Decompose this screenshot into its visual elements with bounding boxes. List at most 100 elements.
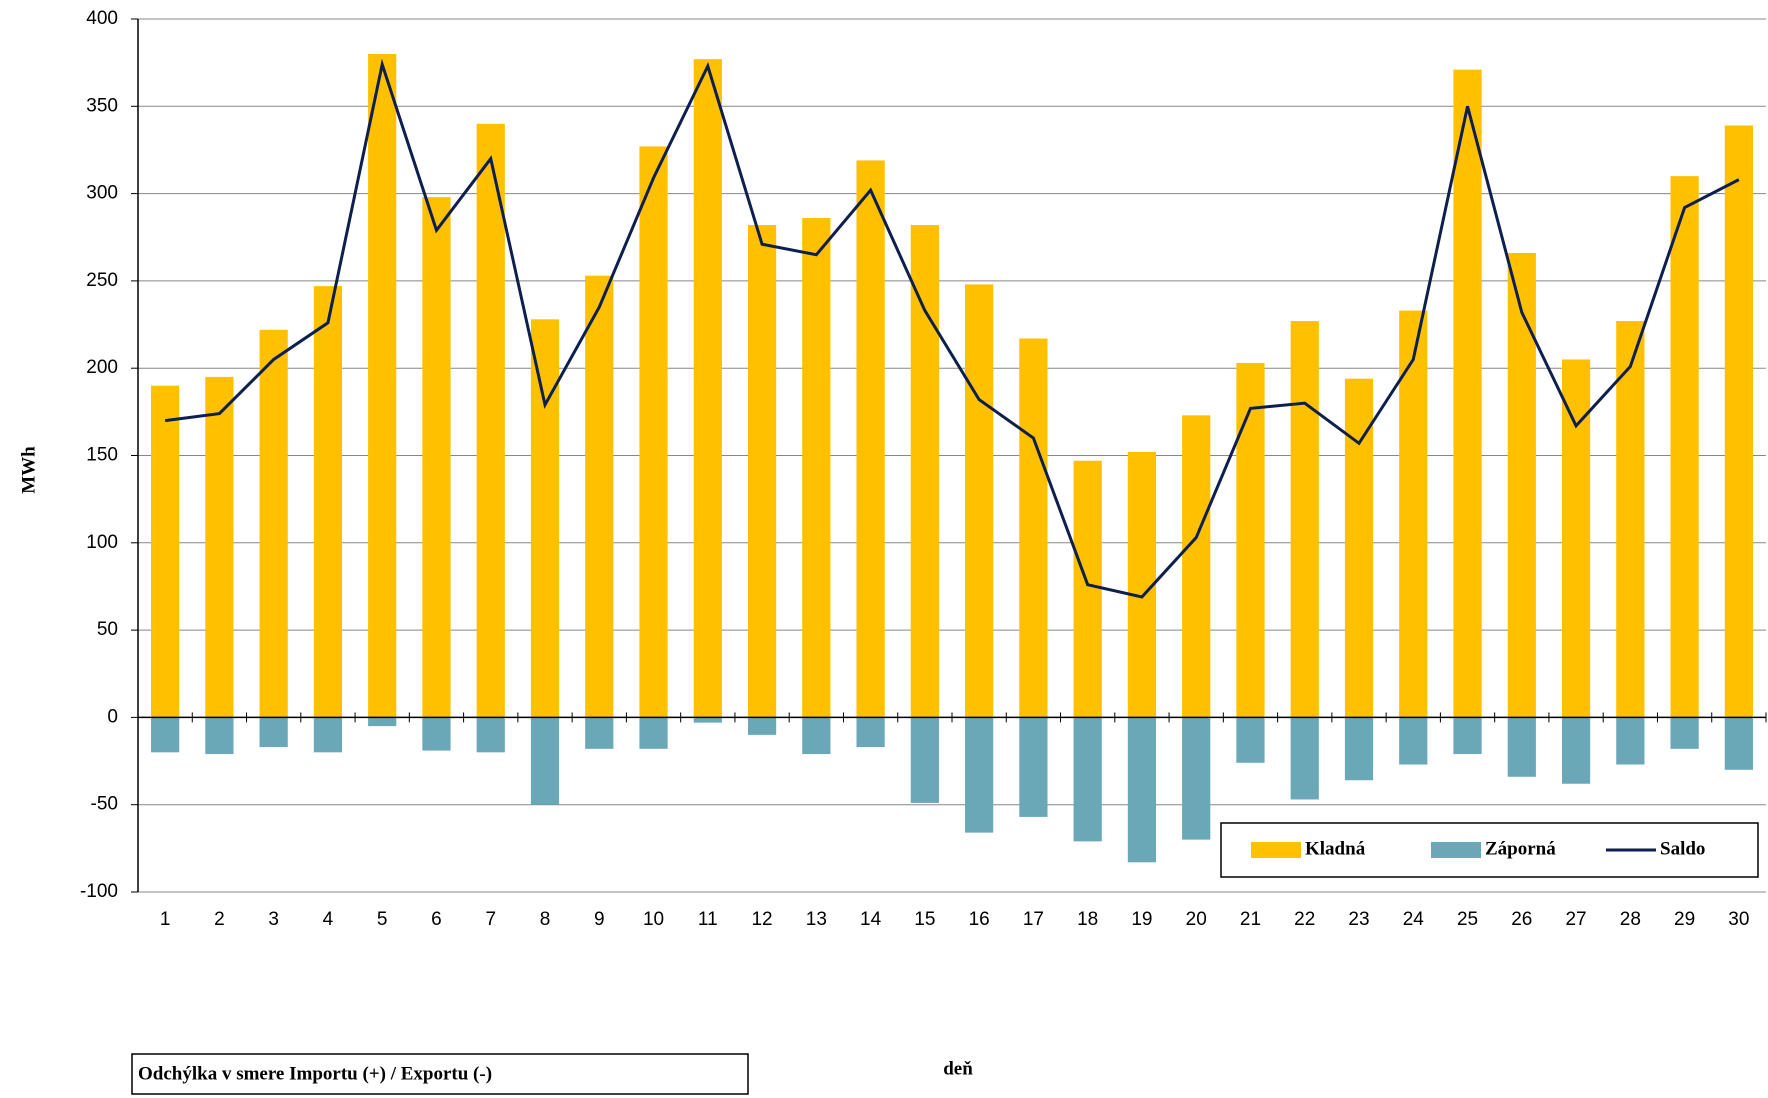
- x-tick-label: 7: [485, 909, 496, 930]
- x-tick-label: 20: [1186, 909, 1207, 930]
- bar: [151, 717, 180, 753]
- legend-swatch: [1251, 842, 1301, 858]
- bar: [422, 717, 451, 751]
- bar: [639, 146, 668, 718]
- bar: [1507, 252, 1536, 718]
- bar: [802, 218, 831, 718]
- x-tick-label: 24: [1403, 909, 1425, 930]
- x-tick-label: 3: [268, 909, 279, 930]
- x-tick-label: 27: [1565, 909, 1586, 930]
- bar: [1561, 359, 1591, 718]
- bar: [910, 225, 939, 718]
- y-tick-label: -100: [80, 881, 118, 902]
- y-tick-label: 250: [86, 270, 118, 291]
- x-tick-label: 17: [1023, 909, 1044, 930]
- x-tick-label: 15: [914, 909, 935, 930]
- legend-swatch: [1431, 842, 1481, 858]
- y-tick-label: 400: [86, 8, 118, 29]
- bar: [1724, 717, 1753, 770]
- x-tick-label: 6: [431, 909, 442, 930]
- y-tick-label: 350: [86, 95, 118, 116]
- bar: [205, 717, 234, 755]
- x-tick-label: 5: [377, 909, 388, 930]
- bar: [1127, 717, 1157, 863]
- bar: [1290, 717, 1319, 800]
- bar: [1182, 717, 1211, 840]
- bar: [965, 284, 994, 718]
- bar: [1670, 176, 1699, 718]
- bar: [1507, 717, 1536, 777]
- bar: [1236, 717, 1265, 763]
- note: Odchýlka v smere Importu (+) / Exportu (…: [138, 1063, 492, 1084]
- y-tick-label: 300: [86, 183, 118, 204]
- y-tick-label: 150: [86, 445, 118, 466]
- bar: [1670, 717, 1699, 749]
- bar: [1236, 362, 1265, 718]
- bar: [747, 717, 777, 735]
- x-tick-label: 16: [969, 909, 990, 930]
- bar: [259, 329, 288, 718]
- legend-label: Záporná: [1485, 838, 1556, 859]
- x-tick-label: 4: [323, 909, 334, 930]
- note-box: [131, 1053, 749, 1095]
- bar: [1399, 717, 1428, 765]
- bar: [1616, 321, 1645, 718]
- x-tick-label: 10: [643, 909, 664, 930]
- x-axis-label: deň: [943, 1058, 973, 1079]
- x-tick-label: 30: [1728, 909, 1749, 930]
- x-tick-label: 19: [1131, 909, 1152, 930]
- bar: [368, 717, 397, 727]
- y-tick-label: 50: [97, 619, 118, 640]
- x-tick-label: 22: [1294, 909, 1315, 930]
- legend-box: [1220, 822, 1759, 878]
- legend-label: Saldo: [1660, 838, 1705, 859]
- bar: [856, 160, 885, 718]
- bar: [205, 376, 234, 718]
- x-tick-label: 18: [1077, 909, 1098, 930]
- bar: [476, 123, 505, 718]
- bar: [585, 275, 614, 718]
- bar: [422, 197, 451, 718]
- x-tick-label: 29: [1674, 909, 1695, 930]
- y-tick-label: 0: [107, 706, 118, 727]
- bar: [802, 717, 831, 755]
- bar: [585, 717, 614, 749]
- bar: [151, 385, 180, 718]
- x-tick-label: 9: [594, 909, 605, 930]
- x-tick-label: 11: [698, 909, 718, 930]
- x-tick-label: 1: [160, 909, 171, 930]
- bar: [1182, 415, 1211, 718]
- y-axis-label: MWh: [18, 446, 39, 494]
- y-tick-label: 100: [86, 532, 118, 553]
- bar: [313, 717, 343, 753]
- bar: [747, 225, 777, 718]
- x-tick-label: 23: [1348, 909, 1369, 930]
- x-tick-label: 26: [1511, 909, 1532, 930]
- x-tick-label: 25: [1457, 909, 1478, 930]
- bar: [910, 717, 939, 803]
- y-tick-label: 200: [86, 357, 118, 378]
- bar: [856, 717, 885, 748]
- bar: [1073, 717, 1102, 842]
- bar: [1073, 460, 1102, 718]
- bar: [1616, 717, 1645, 765]
- bar: [259, 717, 288, 748]
- bar: [368, 53, 397, 718]
- bar: [639, 717, 668, 749]
- bar: [1290, 321, 1319, 718]
- x-tick-label: 2: [214, 909, 225, 930]
- legend-label: Kladná: [1305, 838, 1366, 859]
- x-tick-label: 12: [751, 909, 772, 930]
- y-tick-label: -50: [91, 794, 118, 815]
- bar: [1019, 338, 1048, 718]
- x-tick-label: 8: [540, 909, 551, 930]
- bar: [530, 717, 560, 805]
- bar: [530, 319, 560, 718]
- bar: [1344, 717, 1374, 781]
- bar: [1453, 717, 1482, 755]
- bar: [693, 717, 722, 723]
- bar: [1561, 717, 1591, 784]
- bar: [1399, 310, 1428, 718]
- x-tick-label: 14: [860, 909, 882, 930]
